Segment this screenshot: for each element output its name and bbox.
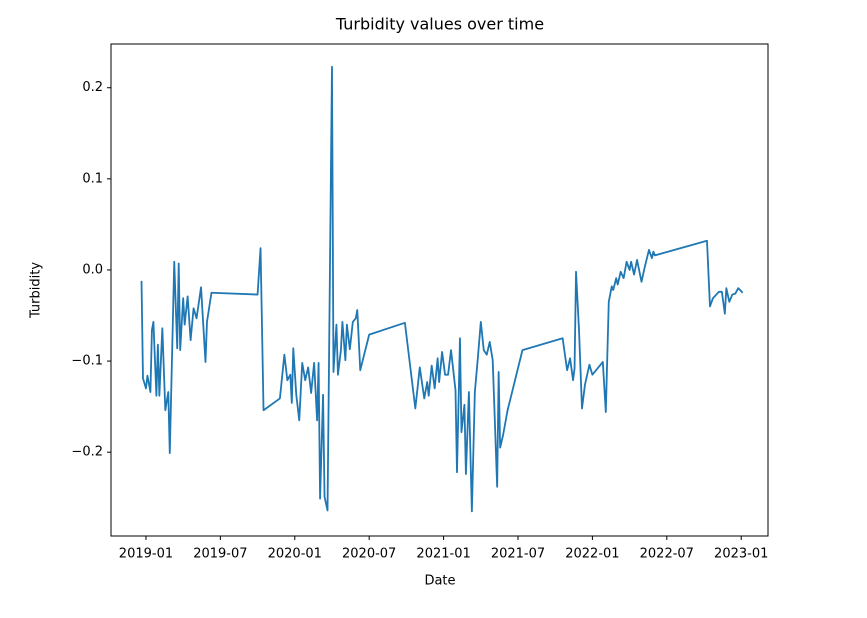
y-tick-label: 0.2 [82,80,103,95]
y-tick-label: −0.1 [71,354,103,369]
axes-frame [110,43,769,537]
x-tick-label: 2021-07 [491,547,545,562]
x-tick-label: 2021-01 [416,547,470,562]
x-tick-label: 2020-07 [342,547,396,562]
x-tick-label: 2020-01 [268,547,322,562]
chart-title: Turbidity values over time [335,15,544,34]
x-tick-label: 2022-01 [565,547,619,562]
x-tick-label: 2019-01 [119,547,173,562]
x-axis-label: Date [424,574,455,589]
y-tick-label: 0.0 [82,262,103,277]
x-tick-label: 2023-01 [714,547,768,562]
y-tick-label: 0.1 [82,171,103,186]
x-tick-label: 2019-07 [193,547,247,562]
y-tick-label: −0.2 [71,445,103,460]
y-axis-label: Turbidity [29,262,44,319]
data-line [140,65,744,513]
x-tick-label: 2022-07 [640,547,694,562]
